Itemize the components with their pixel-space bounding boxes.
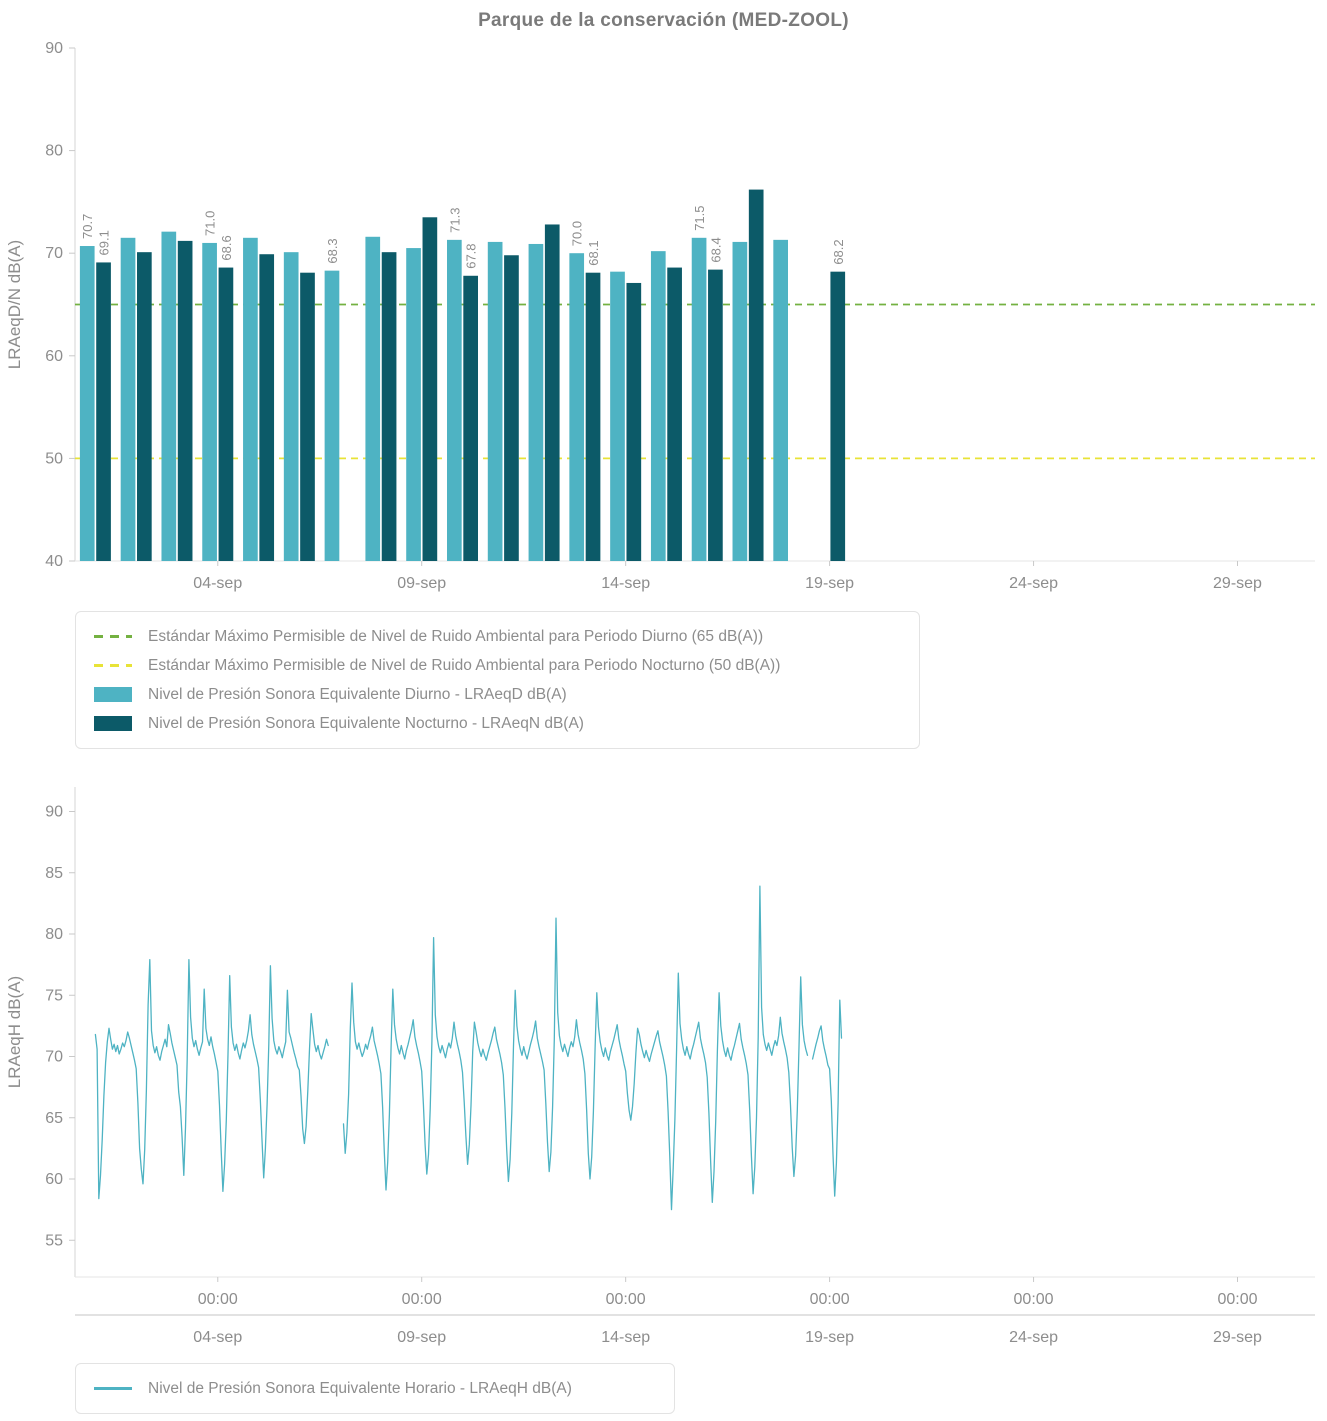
- svg-text:55: 55: [45, 1232, 63, 1249]
- svg-text:70: 70: [45, 1049, 63, 1066]
- svg-text:00:00: 00:00: [402, 1291, 442, 1308]
- svg-text:71.5: 71.5: [692, 205, 707, 230]
- svg-text:29-sep: 29-sep: [1213, 575, 1262, 592]
- svg-text:67.8: 67.8: [464, 243, 479, 268]
- svg-text:LRAeqD/N dB(A): LRAeqD/N dB(A): [5, 240, 24, 369]
- svg-text:00:00: 00:00: [1217, 1291, 1257, 1308]
- legend-item-nocturnal-limit: Estándar Máximo Permisible de Nivel de R…: [94, 651, 901, 680]
- svg-text:09-sep: 09-sep: [397, 575, 446, 592]
- legend-label-nocturnal-limit: Estándar Máximo Permisible de Nivel de R…: [148, 656, 781, 674]
- nocturnal-limit-dash-swatch: [94, 664, 132, 667]
- svg-text:40: 40: [45, 553, 63, 570]
- daily-chart-legend: Estándar Máximo Permisible de Nivel de R…: [75, 611, 920, 749]
- svg-text:65: 65: [45, 1110, 63, 1127]
- svg-text:85: 85: [45, 865, 63, 882]
- svg-text:04-sep: 04-sep: [193, 575, 242, 592]
- svg-text:24-sep: 24-sep: [1009, 575, 1058, 592]
- hourly-chart-legend: Nivel de Presión Sonora Equivalente Hora…: [75, 1363, 675, 1414]
- page-title: Parque de la conservación (MED-ZOOL): [478, 10, 849, 31]
- svg-text:70: 70: [45, 245, 63, 262]
- svg-text:68.3: 68.3: [325, 238, 340, 263]
- svg-text:00:00: 00:00: [198, 1291, 238, 1308]
- svg-text:04-sep: 04-sep: [193, 1329, 242, 1346]
- svg-text:24-sep: 24-sep: [1009, 1329, 1058, 1346]
- svg-text:00:00: 00:00: [810, 1291, 850, 1308]
- svg-text:60: 60: [45, 348, 63, 365]
- svg-text:90: 90: [45, 40, 63, 57]
- svg-text:68.4: 68.4: [708, 237, 723, 262]
- svg-text:14-sep: 14-sep: [601, 1329, 650, 1346]
- legend-item-diurnal-limit: Estándar Máximo Permisible de Nivel de R…: [94, 622, 901, 651]
- svg-text:50: 50: [45, 450, 63, 467]
- legend-label-diurnal-limit: Estándar Máximo Permisible de Nivel de R…: [148, 627, 764, 645]
- svg-text:68.1: 68.1: [586, 240, 601, 265]
- svg-text:09-sep: 09-sep: [397, 1329, 446, 1346]
- svg-text:70.7: 70.7: [80, 214, 95, 239]
- svg-text:80: 80: [45, 926, 63, 943]
- legend-label-nocturno-series: Nivel de Presión Sonora Equivalente Noct…: [148, 714, 584, 732]
- diurno-bar-swatch: [94, 687, 132, 702]
- svg-text:75: 75: [45, 987, 63, 1004]
- svg-text:00:00: 00:00: [606, 1291, 646, 1308]
- svg-text:19-sep: 19-sep: [805, 1329, 854, 1346]
- nocturno-bar-swatch: [94, 716, 132, 731]
- legend-label-horario-series: Nivel de Presión Sonora Equivalente Hora…: [148, 1379, 572, 1397]
- svg-text:71.3: 71.3: [447, 208, 462, 233]
- legend-item-diurno-series: Nivel de Presión Sonora Equivalente Diur…: [94, 680, 901, 709]
- legend-item-horario-series: Nivel de Presión Sonora Equivalente Hora…: [94, 1374, 656, 1403]
- svg-text:19-sep: 19-sep: [805, 575, 854, 592]
- svg-text:71.0: 71.0: [203, 211, 218, 236]
- svg-text:69.1: 69.1: [97, 230, 112, 255]
- svg-text:29-sep: 29-sep: [1213, 1329, 1262, 1346]
- svg-text:LRAeqH dB(A): LRAeqH dB(A): [5, 976, 24, 1088]
- svg-text:60: 60: [45, 1171, 63, 1188]
- svg-text:68.6: 68.6: [219, 235, 234, 260]
- svg-text:00:00: 00:00: [1014, 1291, 1054, 1308]
- diurnal-limit-dash-swatch: [94, 635, 132, 638]
- svg-text:80: 80: [45, 143, 63, 160]
- svg-text:70.0: 70.0: [570, 221, 585, 246]
- svg-text:68.2: 68.2: [831, 239, 846, 264]
- horario-line-swatch: [94, 1387, 132, 1390]
- svg-text:90: 90: [45, 804, 63, 821]
- legend-item-nocturno-series: Nivel de Presión Sonora Equivalente Noct…: [94, 709, 901, 738]
- daily-levels-bar-chart: 40 50 60 70 80 90 04-sep 09-sep 14-sep 19-sep 24-s…: [5, 40, 1315, 592]
- hourly-levels-line-chart: 55 60 65 70 75 80 85 90 00:00 00:00 00:00 00:00 00:0…: [5, 787, 1315, 1346]
- legend-label-diurno-series: Nivel de Presión Sonora Equivalente Diur…: [148, 685, 567, 703]
- svg-text:14-sep: 14-sep: [601, 575, 650, 592]
